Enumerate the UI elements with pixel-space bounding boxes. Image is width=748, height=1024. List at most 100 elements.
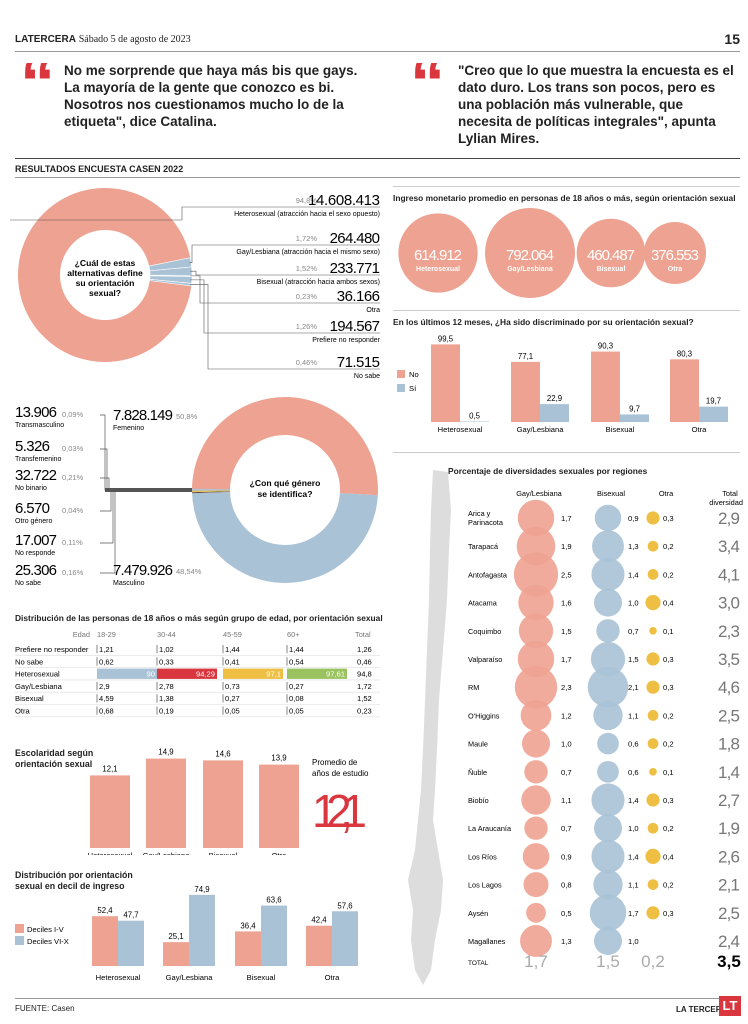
leader-line bbox=[189, 284, 380, 370]
otra-bubble bbox=[646, 652, 660, 666]
cell-value: 1,44 bbox=[225, 645, 240, 654]
bar-category: Heterosexual bbox=[88, 851, 133, 855]
gay-value: 1,6 bbox=[561, 599, 572, 608]
avg-label: años de estudio bbox=[312, 769, 369, 778]
legend-label: Sí bbox=[409, 384, 417, 393]
bar-value: 99,5 bbox=[438, 334, 454, 343]
slice-value: 194.567 bbox=[330, 318, 380, 335]
bar-category: Bisexual bbox=[209, 851, 238, 855]
gay-value: 0,7 bbox=[561, 768, 572, 777]
cell-value: 94,8 bbox=[357, 670, 372, 679]
gender-pct: 0,11% bbox=[62, 538, 83, 547]
income-title: Ingreso monetario promedio en personas d… bbox=[393, 193, 736, 203]
bar-category: Otra bbox=[325, 973, 341, 982]
svg-text:“: “ bbox=[20, 63, 55, 93]
avg-value: 12,1 bbox=[312, 785, 367, 837]
slice-pct: 94,8% bbox=[296, 196, 318, 205]
discrim-bar bbox=[591, 351, 620, 422]
discrimination-title: En los últimos 12 meses, ¿Ha sido discri… bbox=[393, 317, 694, 327]
chile-map-icon bbox=[408, 470, 451, 985]
donut-slice bbox=[192, 490, 231, 493]
total-value: 3,5 bbox=[718, 650, 740, 669]
slice-value: 36.166 bbox=[337, 288, 380, 305]
region-label: Valparaíso bbox=[468, 655, 502, 664]
bi-value: 1,1 bbox=[628, 881, 639, 890]
total-otra: 0,2 bbox=[641, 952, 665, 971]
region-label: Los Ríos bbox=[468, 852, 497, 861]
bi-value: 1,0 bbox=[628, 937, 639, 946]
region-label: O'Higgins bbox=[468, 711, 500, 720]
gender-label: No binario bbox=[15, 485, 47, 492]
gay-value: 1,3 bbox=[561, 937, 572, 946]
donut-center-label: sexual? bbox=[89, 288, 121, 298]
bubble-value: 376.553 bbox=[651, 247, 699, 264]
table-header: 18-29 bbox=[97, 630, 116, 639]
donut-center-label: se identifica? bbox=[258, 489, 313, 499]
decile-chart: 52,4 47,7 Heterosexual 25,1 74,9 Gay/Lesbiana… bbox=[15, 885, 358, 982]
region-label: Los Lagos bbox=[468, 881, 502, 890]
bubble-value: 460.487 bbox=[587, 247, 635, 264]
bi-bubble bbox=[590, 641, 626, 677]
otra-value: 0,2 bbox=[663, 711, 674, 720]
cell-value: 0,54 bbox=[289, 657, 304, 666]
bar-category: Heterosexual bbox=[438, 425, 483, 434]
otra-value: 0,2 bbox=[663, 570, 674, 579]
bi-bubble bbox=[593, 869, 623, 900]
bi-value: 0,6 bbox=[628, 768, 639, 777]
gender-pct: 0,03% bbox=[62, 444, 84, 453]
heat-cell bbox=[157, 668, 217, 679]
table-header: 45-59 bbox=[223, 630, 242, 639]
footer-brand: LA TERCERA bbox=[676, 1005, 728, 1014]
otra-value: 0,3 bbox=[663, 655, 674, 664]
bar-category: Heterosexual bbox=[96, 973, 141, 982]
otra-value: 0,2 bbox=[663, 881, 674, 890]
region-label: Antofagasta bbox=[468, 570, 508, 579]
cell-value: 4,59 bbox=[99, 694, 114, 703]
bar-category: Bisexual bbox=[247, 973, 276, 982]
total-value: 1,8 bbox=[718, 735, 740, 754]
cell-value: 1,02 bbox=[159, 645, 174, 654]
legend-swatch bbox=[15, 924, 24, 933]
bubble-value: 614.912 bbox=[414, 247, 462, 264]
regions-title: Porcentaje de diversidades sexuales por … bbox=[448, 466, 648, 476]
schooling-title: Escolaridad según orientación sexual bbox=[15, 748, 94, 769]
table-header: Total bbox=[355, 630, 371, 639]
column-header: Gay/Lesbiana bbox=[516, 489, 562, 498]
decile-bar bbox=[235, 931, 261, 966]
otra-value: 0,3 bbox=[663, 796, 674, 805]
total-value: 2,4 bbox=[718, 932, 740, 951]
donut-center-label: ¿Con qué género bbox=[250, 478, 321, 488]
discrim-bar bbox=[460, 421, 489, 422]
bi-value: 1,0 bbox=[628, 824, 639, 833]
bi-bubble bbox=[597, 760, 619, 783]
legend-label: No bbox=[409, 370, 419, 379]
gender-label: Otro género bbox=[15, 518, 52, 525]
gay-value: 1,2 bbox=[561, 711, 572, 720]
total-value: 4,1 bbox=[718, 565, 740, 584]
bi-bubble bbox=[594, 927, 622, 955]
quote-mark-icon: “ bbox=[20, 63, 55, 93]
gender-value: 13.906 bbox=[15, 404, 57, 421]
region-label: Atacama bbox=[468, 599, 498, 608]
gender-label: No responde bbox=[15, 550, 55, 557]
header-brand-line: LATERCERA Sábado 5 de agosto de 2023 bbox=[15, 34, 191, 45]
gay-value: 0,5 bbox=[561, 909, 572, 918]
gay-value: 0,9 bbox=[561, 852, 572, 861]
bar-value: 22,9 bbox=[547, 394, 562, 403]
gender-value: 32.722 bbox=[15, 467, 57, 484]
total-value: 1,4 bbox=[718, 763, 740, 782]
total-total: 3,5 bbox=[717, 952, 741, 971]
heat-cell bbox=[287, 668, 347, 679]
bi-value: 1,5 bbox=[628, 655, 639, 664]
decile-bar bbox=[332, 911, 358, 966]
total-value: 2,5 bbox=[718, 706, 740, 725]
decile-title: Distribución por orientación sexual en d… bbox=[15, 870, 133, 891]
bar-value: 0,5 bbox=[469, 412, 481, 421]
lt-logo: LT bbox=[719, 996, 741, 1016]
leader-line bbox=[100, 448, 192, 491]
otra-value: 0,3 bbox=[663, 683, 674, 692]
total-bi: 1,5 bbox=[596, 952, 620, 971]
slice-label: Heterosexual (atracción hacia el sexo op… bbox=[234, 211, 380, 218]
gender-value: 7.828.149 bbox=[113, 407, 173, 424]
